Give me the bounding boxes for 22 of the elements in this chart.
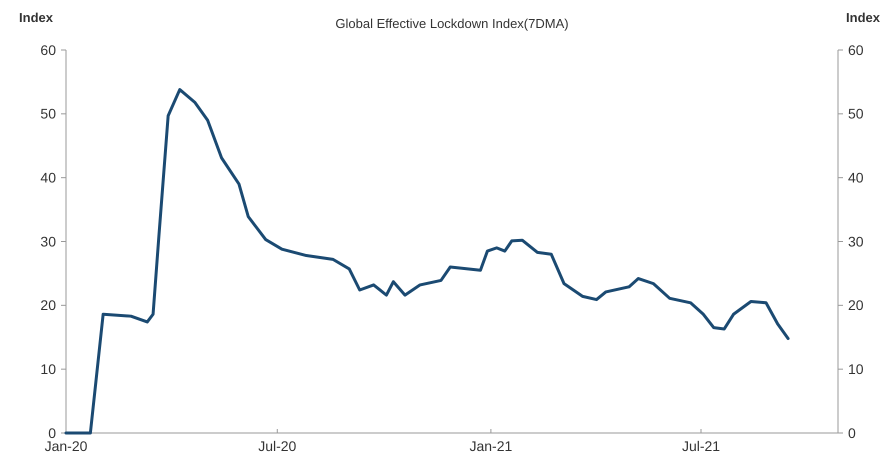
x-tick-label: Jan-21 <box>469 438 513 454</box>
y-tick-label: 10 <box>40 361 56 378</box>
x-tick-label: Jan-20 <box>44 438 88 454</box>
y2-tick-label: 10 <box>848 361 864 378</box>
y2-tick-label: 50 <box>848 106 864 122</box>
y2-axis-title: Index <box>846 10 881 25</box>
y-tick-label: 0 <box>48 424 56 441</box>
x-tick-label: Jul-21 <box>682 438 720 454</box>
y-tick-label: 20 <box>40 297 56 314</box>
y-tick-label: 30 <box>40 233 56 250</box>
chart-title: Global Effective Lockdown Index(7DMA) <box>335 16 569 31</box>
y2-tick-label: 0 <box>848 424 856 441</box>
y-axis-title: Index <box>19 10 54 25</box>
y-tick-label: 60 <box>40 42 56 58</box>
y2-tick-label: 30 <box>848 233 864 250</box>
y-tick-label: 50 <box>40 106 56 122</box>
y2-tick-label: 20 <box>848 297 864 314</box>
y2-tick-label: 60 <box>848 42 864 58</box>
line-series <box>64 88 790 434</box>
y-tick-label: 40 <box>40 170 56 186</box>
x-tick-label: Jul-20 <box>258 438 297 454</box>
y2-tick-label: 40 <box>848 170 864 186</box>
